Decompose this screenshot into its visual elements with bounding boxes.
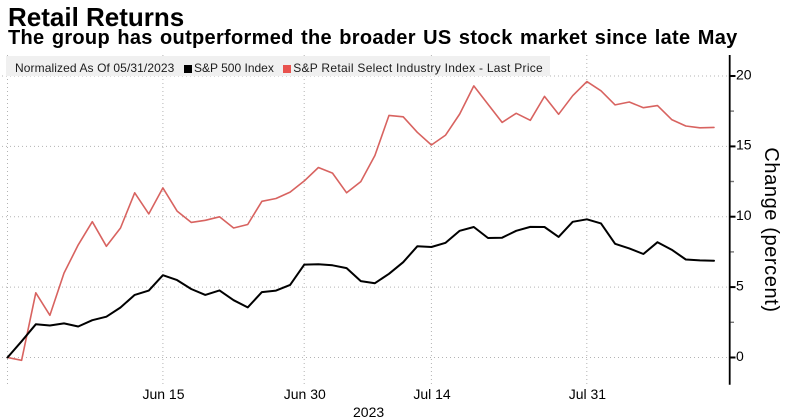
svg-text:2023: 2023 xyxy=(353,404,384,420)
svg-text:Jul 14: Jul 14 xyxy=(413,386,451,402)
svg-text:10: 10 xyxy=(736,207,752,223)
svg-text:0: 0 xyxy=(736,348,744,364)
svg-text:Change (percent): Change (percent) xyxy=(760,147,782,312)
svg-text:5: 5 xyxy=(736,277,744,293)
svg-text:Jun 15: Jun 15 xyxy=(142,386,184,402)
svg-text:20: 20 xyxy=(736,66,752,82)
svg-text:Jun 30: Jun 30 xyxy=(284,386,326,402)
svg-text:Jul 31: Jul 31 xyxy=(569,386,607,402)
svg-text:15: 15 xyxy=(736,137,752,153)
